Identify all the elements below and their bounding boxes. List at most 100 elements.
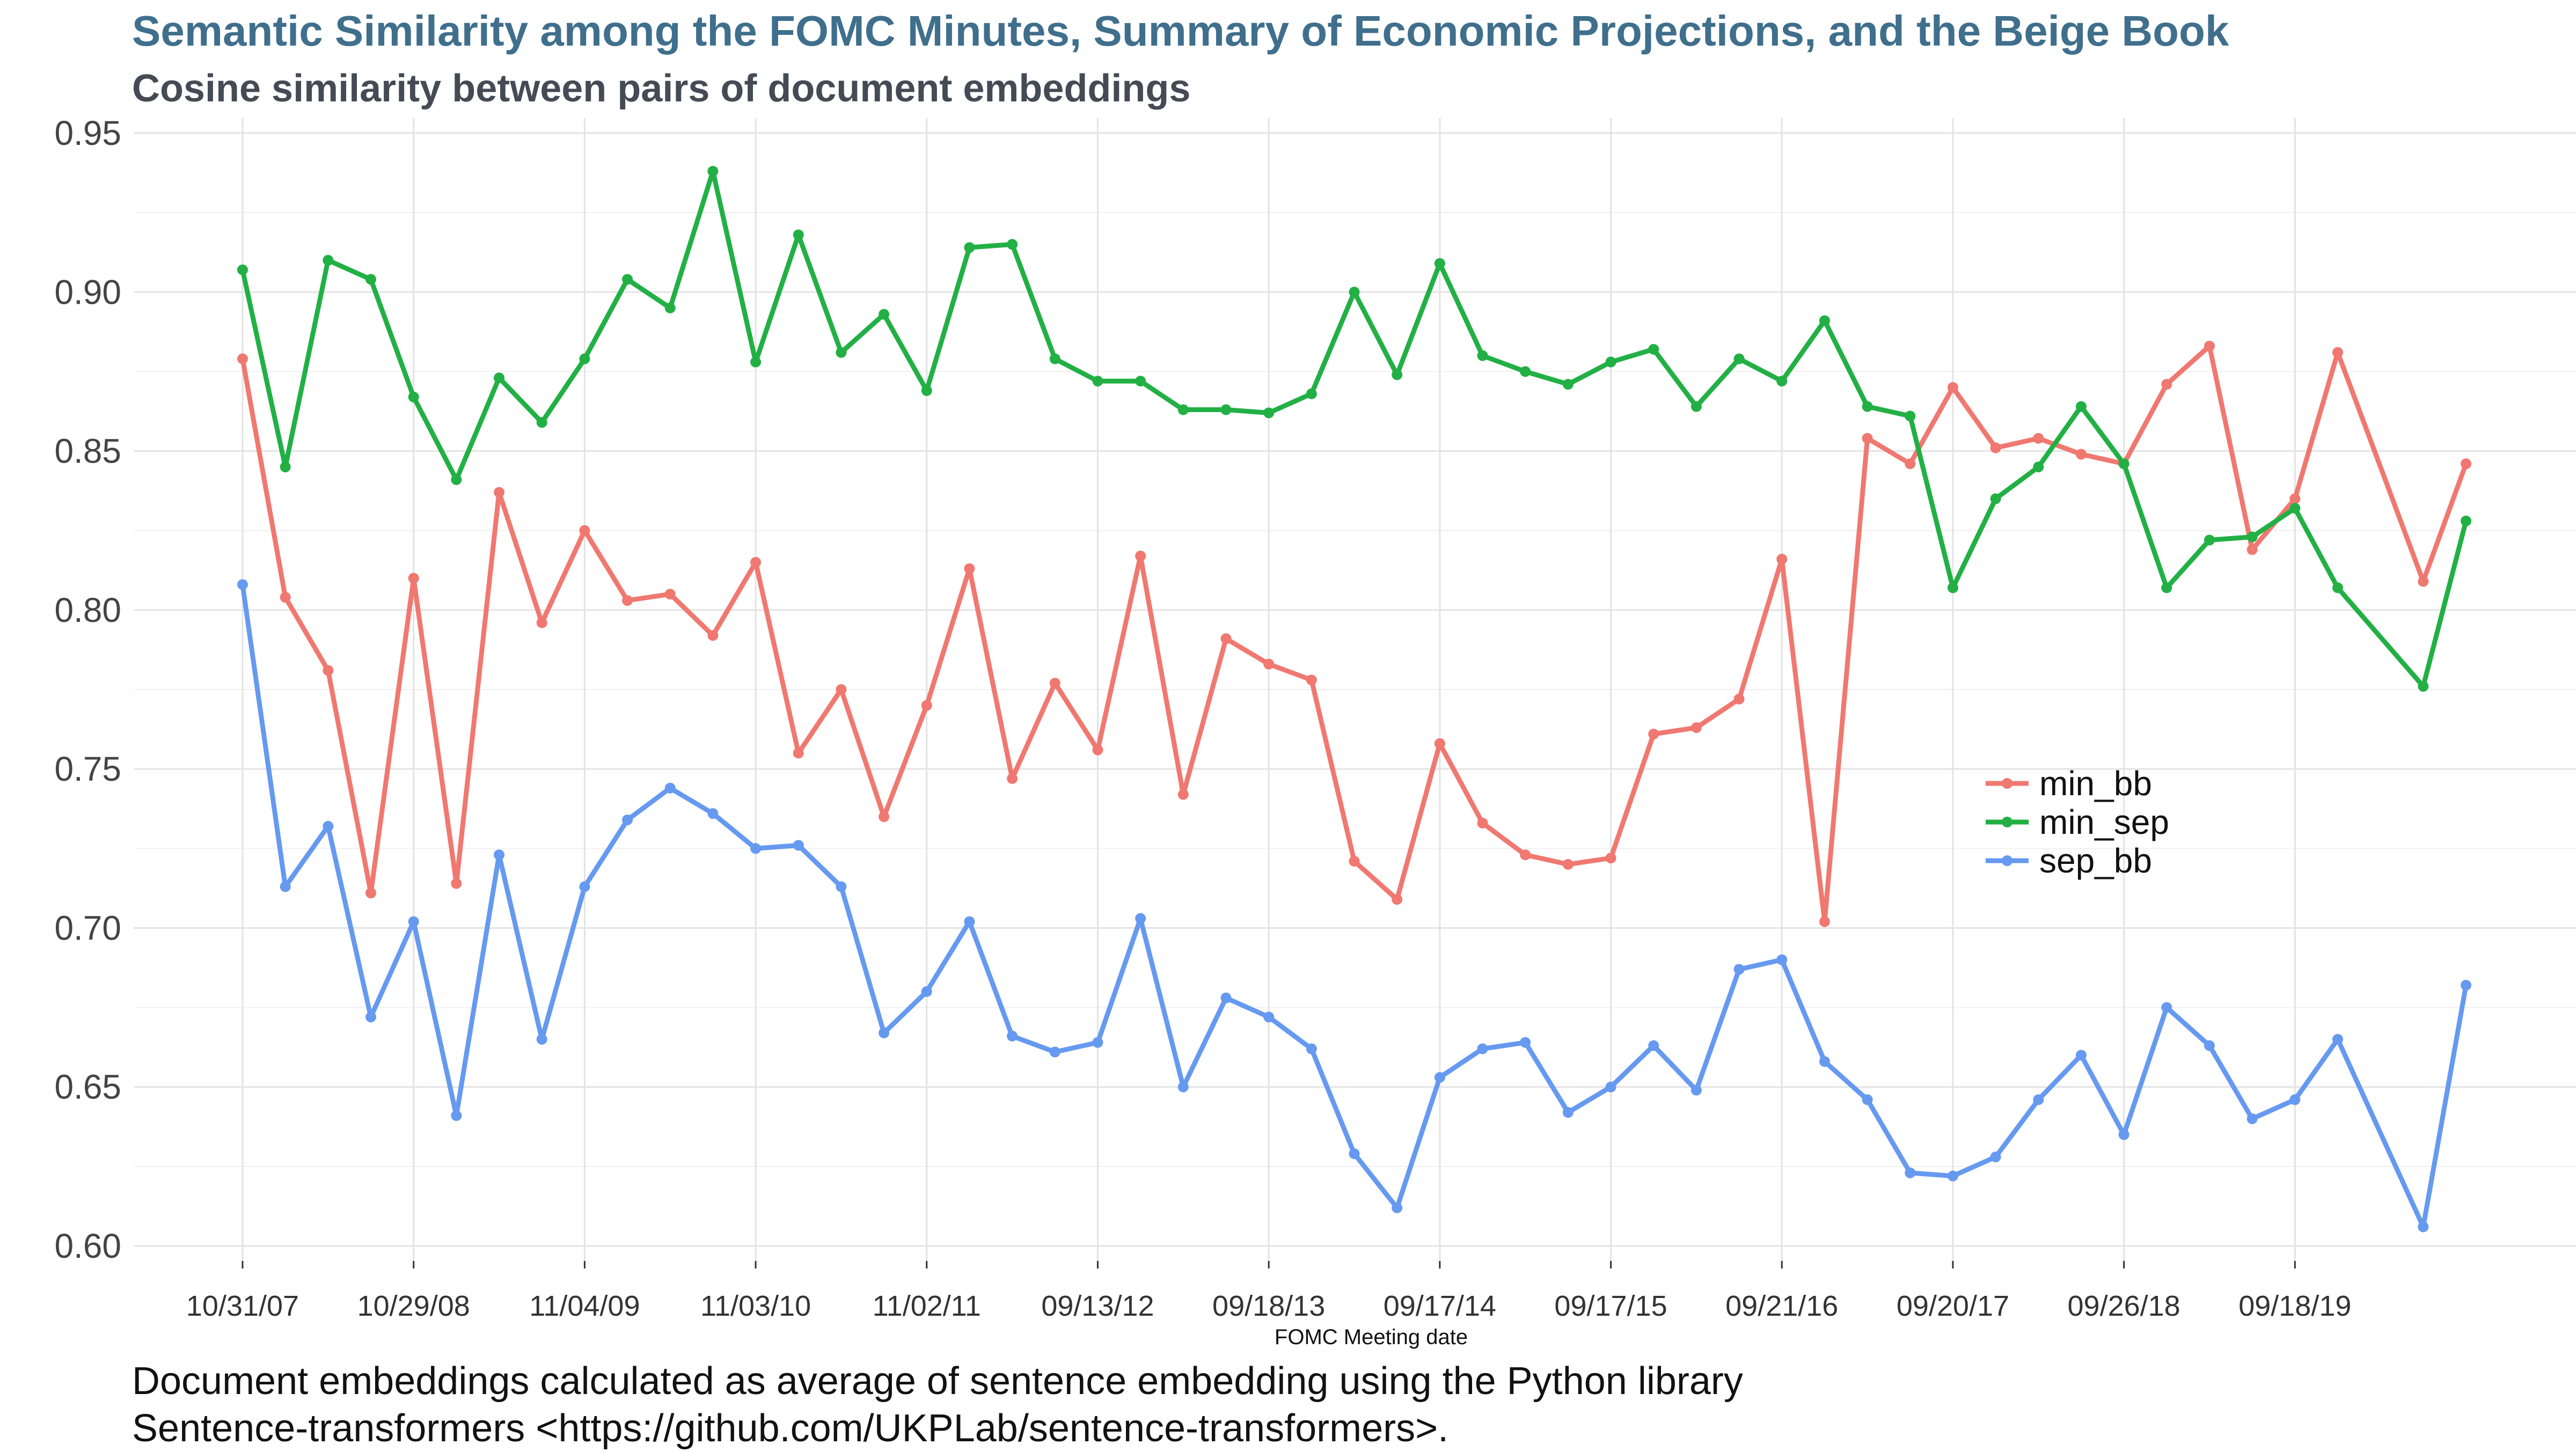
data-point-min_bb: [1135, 551, 1146, 562]
y-tick-label: 0.85: [54, 432, 121, 471]
data-point-min_bb: [836, 684, 847, 695]
data-point-sep_bb: [1306, 1043, 1317, 1054]
data-point-sep_bb: [1776, 954, 1788, 965]
data-point-min_sep: [2118, 458, 2129, 470]
data-point-min_bb: [1007, 773, 1018, 784]
data-point-min_sep: [1819, 315, 1830, 326]
data-point-sep_bb: [579, 881, 590, 892]
data-point-sep_bb: [1605, 1081, 1616, 1092]
grid-lines: [134, 118, 2576, 1261]
data-point-sep_bb: [1819, 1056, 1830, 1067]
data-point-min_bb: [1905, 458, 1916, 470]
chart-title: Semantic Similarity among the FOMC Minut…: [132, 7, 2229, 55]
data-point-min_sep: [1349, 287, 1360, 298]
data-point-sep_bb: [750, 843, 762, 854]
legend-label-min_sep: min_sep: [2039, 803, 2169, 841]
x-tick-label: 09/18/13: [1212, 1290, 1325, 1322]
data-point-min_bb: [707, 630, 719, 641]
data-point-min_bb: [1349, 855, 1360, 867]
caption-line-1: Document embeddings calculated as averag…: [132, 1360, 1743, 1403]
data-point-min_bb: [2289, 493, 2301, 504]
data-point-sep_bb: [451, 1110, 462, 1121]
data-point-min_bb: [1520, 849, 1531, 861]
data-point-min_bb: [494, 487, 505, 498]
data-point-min_sep: [1562, 379, 1574, 390]
data-point-min_bb: [323, 665, 334, 676]
data-point-sep_bb: [1990, 1152, 2001, 1163]
data-point-min_bb: [2161, 379, 2172, 390]
data-point-sep_bb: [1263, 1011, 1275, 1023]
data-point-sep_bb: [536, 1033, 547, 1045]
series-lines: [237, 166, 2471, 1233]
x-tick-label: 10/31/07: [186, 1290, 299, 1322]
data-point-sep_bb: [408, 916, 419, 927]
data-point-sep_bb: [1905, 1167, 1916, 1178]
series-line-min_sep: [240, 168, 2469, 689]
data-point-min_bb: [664, 589, 676, 600]
data-point-min_sep: [879, 309, 890, 320]
y-tick-label: 0.90: [54, 273, 121, 311]
data-point-sep_bb: [2204, 1040, 2215, 1051]
data-point-min_bb: [1605, 853, 1616, 864]
data-point-sep_bb: [1049, 1046, 1060, 1058]
data-point-min_sep: [1049, 353, 1060, 364]
data-point-min_sep: [836, 347, 847, 358]
data-point-min_sep: [1776, 376, 1788, 387]
data-point-min_bb: [1434, 738, 1445, 749]
data-point-sep_bb: [1349, 1148, 1360, 1160]
data-point-min_sep: [2204, 534, 2215, 546]
legend-marker-min_bb: [2002, 778, 2012, 789]
data-point-sep_bb: [323, 820, 334, 832]
data-point-sep_bb: [2161, 1002, 2172, 1013]
data-point-min_sep: [2033, 461, 2044, 473]
x-axis-label: FOMC Meeting date: [1275, 1325, 1468, 1349]
data-point-min_bb: [2461, 458, 2471, 470]
data-point-min_bb: [750, 556, 762, 568]
data-point-min_sep: [408, 391, 419, 402]
data-point-sep_bb: [1562, 1107, 1574, 1118]
data-point-min_bb: [2033, 432, 2044, 444]
data-point-sep_bb: [1092, 1037, 1103, 1048]
data-point-sep_bb: [1520, 1037, 1531, 1048]
data-point-sep_bb: [964, 916, 975, 927]
data-point-min_bb: [1263, 658, 1275, 670]
x-tick-label: 09/18/19: [2238, 1290, 2351, 1322]
data-point-sep_bb: [2033, 1094, 2044, 1105]
caption-line-2: Sentence-transformers <https://github.co…: [132, 1407, 1449, 1450]
data-point-min_sep: [2075, 401, 2087, 412]
data-point-min_bb: [280, 592, 291, 603]
data-point-min_bb: [2075, 449, 2087, 460]
y-tick-label: 0.60: [54, 1227, 121, 1265]
data-point-min_bb: [793, 747, 804, 759]
data-point-min_sep: [707, 166, 719, 177]
data-point-min_bb: [1049, 678, 1060, 689]
data-point-sep_bb: [1392, 1202, 1403, 1213]
data-point-min_bb: [408, 573, 419, 584]
data-point-min_bb: [2204, 341, 2215, 352]
data-point-min_bb: [1776, 554, 1788, 565]
data-point-sep_bb: [494, 849, 505, 861]
data-point-min_sep: [1477, 350, 1488, 361]
data-point-sep_bb: [879, 1027, 890, 1038]
data-point-min_sep: [2418, 681, 2429, 692]
y-tick-label: 0.80: [54, 591, 121, 629]
data-point-min_bb: [1819, 916, 1830, 927]
data-point-sep_bb: [1135, 913, 1146, 924]
caption: Document embeddings calculated as averag…: [132, 1358, 1743, 1452]
data-point-sep_bb: [2118, 1129, 2129, 1140]
data-point-min_sep: [1905, 410, 1916, 422]
x-tick-label: 11/04/09: [529, 1290, 640, 1322]
data-point-sep_bb: [1434, 1072, 1445, 1083]
x-tick-label: 10/29/08: [357, 1290, 470, 1322]
data-point-min_sep: [1007, 239, 1018, 250]
data-point-min_sep: [964, 242, 975, 253]
data-point-sep_bb: [836, 881, 847, 892]
data-point-sep_bb: [664, 782, 676, 794]
data-point-sep_bb: [921, 986, 932, 997]
data-point-sep_bb: [237, 579, 248, 590]
data-point-min_bb: [1477, 817, 1488, 828]
data-point-sep_bb: [1690, 1084, 1702, 1096]
data-point-sep_bb: [2461, 980, 2471, 991]
series-line-sep_bb: [240, 584, 2469, 1229]
